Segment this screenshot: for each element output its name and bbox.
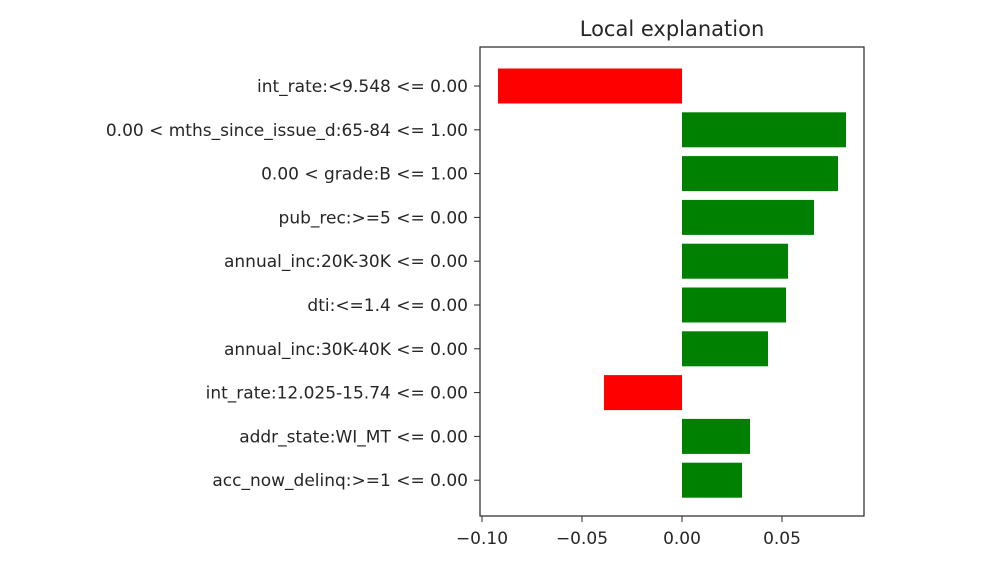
x-tick-label: 0.00 xyxy=(663,529,701,549)
y-tick-label: acc_now_delinq:>=1 <= 0.00 xyxy=(212,471,468,491)
y-tick-label: annual_inc:20K-30K <= 0.00 xyxy=(224,252,468,272)
bars xyxy=(498,68,846,498)
bar xyxy=(604,375,682,411)
bar xyxy=(682,287,786,323)
bar xyxy=(682,418,750,454)
bar xyxy=(682,199,814,235)
bar xyxy=(682,243,788,279)
plot-frame xyxy=(479,46,865,517)
y-tick-label: pub_rec:>=5 <= 0.00 xyxy=(279,208,468,228)
y-tick-label: 0.00 < grade:B <= 1.00 xyxy=(261,165,468,185)
y-tick-label: int_rate:12.025-15.74 <= 0.00 xyxy=(206,384,468,404)
x-tick-label: 0.05 xyxy=(763,529,801,549)
y-tick-label: 0.00 < mths_since_issue_d:65-84 <= 1.00 xyxy=(106,121,468,141)
y-tick-labels: int_rate:<9.548 <= 0.00 0.00 < mths_since… xyxy=(106,77,480,491)
y-tick-label: dti:<=1.4 <= 0.00 xyxy=(307,296,468,316)
y-tick-label: int_rate:<9.548 <= 0.00 xyxy=(257,77,468,97)
bar xyxy=(682,156,838,192)
bar xyxy=(682,331,768,367)
y-tick-label: annual_inc:30K-40K <= 0.00 xyxy=(224,340,468,360)
x-ticks: −0.10 −0.05 0.00 0.05 xyxy=(456,516,801,549)
bar xyxy=(682,462,742,498)
chart-title: Local explanation xyxy=(580,17,765,41)
bar xyxy=(682,112,846,148)
y-tick-label: addr_state:WI_MT <= 0.00 xyxy=(239,427,468,447)
bar xyxy=(498,68,682,104)
x-tick-label: −0.05 xyxy=(556,529,608,549)
x-tick-label: −0.10 xyxy=(456,529,508,549)
